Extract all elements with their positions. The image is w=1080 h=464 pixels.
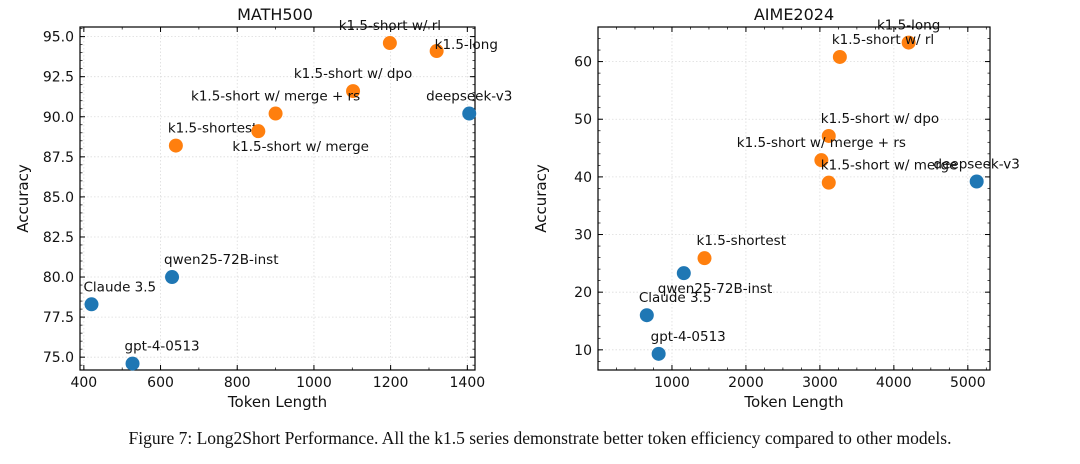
y-tick-label: 92.5 (43, 70, 74, 86)
x-tick-label: 1400 (450, 375, 486, 391)
x-tick-label: 1200 (373, 375, 409, 391)
x-tick-label: 600 (147, 375, 174, 391)
data-point-deepseek-v3 (969, 174, 984, 189)
figure-caption: Figure 7: Long2Short Performance. All th… (128, 428, 952, 448)
data-point-label: k1.5-short w/ rl (339, 18, 441, 34)
y-tick-label: 90.0 (43, 110, 74, 126)
plot-frame (79, 26, 476, 371)
x-tick-label: 2000 (728, 375, 764, 391)
data-point-k1-5-short-w-dpo (821, 128, 836, 143)
data-point-label: k1.5-short w/ rl (832, 32, 934, 48)
data-point-k1-5-short-w-merge (251, 124, 266, 139)
data-point-k1-5-long (429, 44, 444, 59)
data-point-label: qwen25-72B-inst (164, 252, 278, 268)
data-point-k1-5-short-w-rl (832, 49, 847, 64)
data-point-label: k1.5-shortest (697, 233, 786, 249)
data-point-label: k1.5-long (435, 37, 498, 53)
y-tick-label: 95.0 (43, 30, 74, 46)
data-point-label: k1.5-short w/ merge (232, 139, 369, 155)
data-point-label: k1.5-short w/ merge + rs (191, 89, 360, 105)
y-tick-label: 77.5 (43, 310, 74, 326)
data-point-label: k1.5-short w/ dpo (294, 66, 412, 82)
y-tick-label: 85.0 (43, 190, 74, 206)
data-point-k1-5-short-w-dpo (346, 84, 361, 99)
data-point-k1-5-short-w-merge (821, 175, 836, 190)
data-point-k1-5-short-w-merge-rs (814, 153, 829, 168)
y-axis-label: Accuracy (532, 164, 550, 233)
data-point-label: Claude 3.5 (639, 290, 712, 306)
x-axis-label: Token Length (227, 393, 327, 411)
figure-charts: 400 600 800 1000 1200 1400 75.0 77.5 80.0 82.5 85.… (14, 5, 1020, 411)
data-point-k1-5-shortest (697, 251, 712, 266)
y-axis-label: Accuracy (14, 164, 32, 233)
data-point-k1-5-long (901, 35, 916, 50)
x-tick-label: 800 (224, 375, 251, 391)
chart-panel-aime2024: 1000 2000 3000 4000 5000 10 20 30 40 50 60 AIME2024… (532, 5, 1020, 411)
data-point-k1-5-short-w-merge-rs (268, 106, 283, 121)
data-point-label: k1.5-short w/ merge + rs (737, 135, 906, 151)
x-axis-label: Token Length (743, 393, 843, 411)
data-point-k1-5-short-w-rl (382, 36, 397, 51)
data-point-qwen25-72b-inst (676, 266, 691, 281)
data-point-label: gpt-4-0513 (125, 339, 200, 355)
y-tick-label: 82.5 (43, 230, 74, 246)
data-point-label: qwen25-72B-inst (658, 281, 772, 297)
data-point-qwen25-72b-inst (165, 270, 180, 285)
y-tick-label: 10 (574, 343, 592, 359)
data-point-gpt-4-0513 (651, 346, 666, 361)
x-tick-label: 1000 (296, 375, 332, 391)
y-tick-label: 60 (574, 55, 592, 71)
x-tick-label: 3000 (802, 375, 838, 391)
y-tick-label: 20 (574, 285, 592, 301)
y-tick-label: 40 (574, 170, 592, 186)
data-point-label: Claude 3.5 (84, 279, 157, 295)
data-point-label: deepseek-v3 (426, 89, 512, 105)
chart-panel-math500: 400 600 800 1000 1200 1400 75.0 77.5 80.0 82.5 85.… (14, 5, 512, 411)
data-point-label: k1.5-shortest (168, 121, 257, 137)
data-point-label: k1.5-short w/ dpo (821, 111, 939, 127)
data-point-claude-3-5 (84, 297, 99, 312)
x-tick-label: 4000 (876, 375, 912, 391)
data-point-k1-5-shortest (168, 138, 183, 153)
data-point-label: gpt-4-0513 (651, 329, 726, 345)
x-tick-label: 400 (70, 375, 97, 391)
y-tick-label: 87.5 (43, 150, 74, 166)
chart-title: MATH500 (237, 5, 313, 24)
y-tick-label: 75.0 (43, 350, 74, 366)
data-point-gpt-4-0513 (125, 356, 140, 371)
data-point-label: k1.5-short w/ merge (821, 158, 958, 174)
data-point-deepseek-v3 (462, 106, 477, 121)
chart-title: AIME2024 (754, 5, 834, 24)
y-tick-label: 80.0 (43, 270, 74, 286)
x-tick-label: 5000 (950, 375, 986, 391)
data-point-claude-3-5 (639, 308, 654, 323)
data-point-label: k1.5-long (877, 18, 940, 34)
y-tick-label: 30 (574, 228, 592, 244)
x-tick-label: 1000 (654, 375, 690, 391)
data-point-label: deepseek-v3 (934, 156, 1020, 172)
y-tick-label: 50 (574, 112, 592, 128)
plot-frame (597, 26, 991, 371)
